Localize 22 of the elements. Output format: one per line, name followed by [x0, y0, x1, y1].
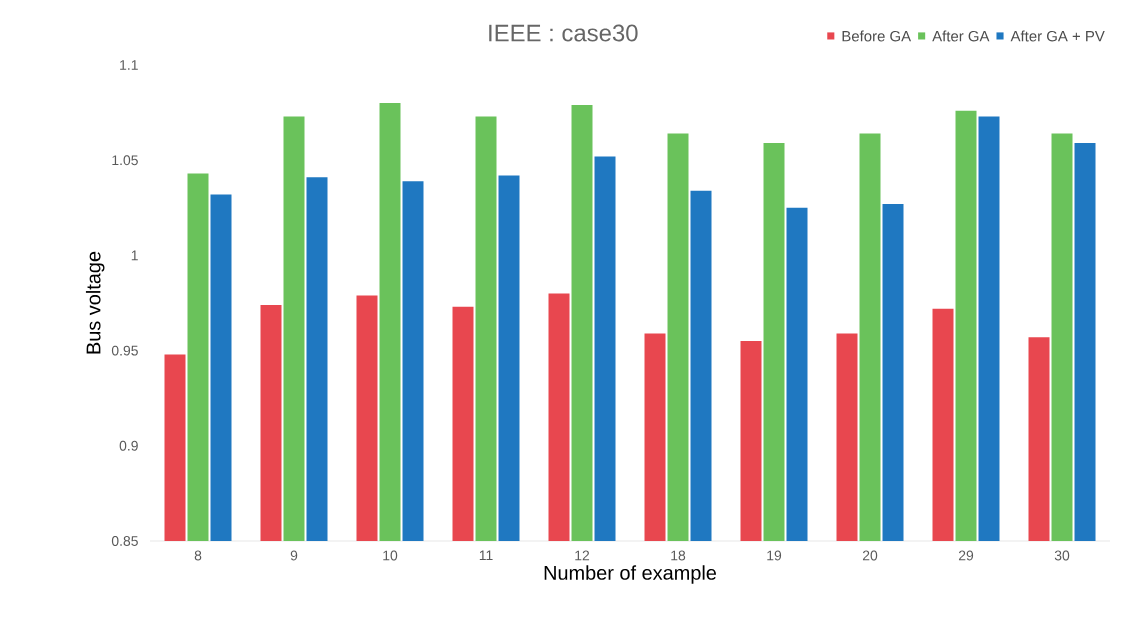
y-tick-label: 0.9 [119, 440, 138, 451]
x-tick-label: 19 [767, 550, 782, 561]
chart-title: IEEE : case30 [489, 24, 638, 42]
x-tick-label: 12 [575, 550, 590, 561]
x-tick-label: 9 [290, 550, 298, 561]
y-axis-title: Bus voltage [85, 251, 105, 354]
x-tick-label: 29 [958, 550, 974, 561]
y-tick-label: 1 [131, 250, 138, 261]
y-tick-label: 0.95 [111, 345, 138, 356]
x-tick-label: 10 [383, 550, 398, 561]
x-tick-label: 8 [194, 550, 202, 561]
legend-label: After GA + PV [1010, 30, 1105, 42]
y-tick-label: 0.85 [111, 536, 138, 546]
legend-label: After GA [932, 30, 990, 42]
y-tick-label: 1.05 [112, 155, 138, 166]
x-tick-label: 11 [479, 550, 493, 561]
x-axis-title: Number of example [544, 565, 717, 584]
x-tick-label: 18 [671, 550, 686, 561]
x-tick-label: 20 [862, 550, 878, 561]
legend-label: Before GA [842, 30, 912, 42]
x-tick-label: 30 [1054, 550, 1070, 561]
y-tick-label: 1.1 [120, 60, 138, 70]
